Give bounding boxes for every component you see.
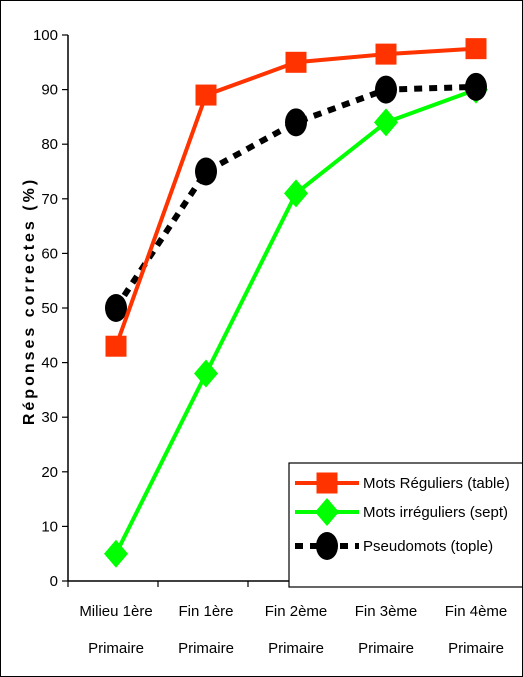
data-point bbox=[195, 158, 217, 186]
data-point bbox=[376, 44, 396, 64]
legend-swatch-marker bbox=[316, 532, 338, 560]
x-tick-label: Primaire bbox=[448, 640, 504, 657]
y-tick-label: 40 bbox=[41, 355, 58, 372]
y-tick-label: 80 bbox=[41, 136, 58, 153]
x-tick-label: Fin 1ère bbox=[178, 603, 233, 620]
legend: Mots Réguliers (table) Mots irréguliers (… bbox=[289, 463, 522, 587]
y-tick-label: 100 bbox=[33, 27, 58, 44]
data-point bbox=[196, 85, 216, 105]
data-point bbox=[286, 52, 306, 72]
x-tick-label: Primaire bbox=[358, 640, 414, 657]
legend-label: Mots Réguliers (table) bbox=[363, 475, 510, 492]
x-tick-label: Milieu 1ère bbox=[79, 603, 152, 620]
y-tick-label: 90 bbox=[41, 82, 58, 99]
legend-label: Mots irréguliers (sept) bbox=[363, 504, 508, 521]
x-tick-label: Fin 3ème bbox=[355, 603, 418, 620]
y-tick-label: 20 bbox=[41, 464, 58, 481]
data-point bbox=[104, 540, 128, 568]
x-tick-label: Fin 2ème bbox=[265, 603, 328, 620]
x-tick-label: Primaire bbox=[88, 640, 144, 657]
y-tick-label: 10 bbox=[41, 518, 58, 535]
data-point bbox=[105, 294, 127, 322]
data-point bbox=[466, 39, 486, 59]
x-tick-label: Primaire bbox=[268, 640, 324, 657]
y-tick-label: 70 bbox=[41, 191, 58, 208]
y-axis-label: Réponses correctes (%) bbox=[21, 177, 38, 425]
data-point bbox=[465, 73, 487, 101]
y-tick-label: 0 bbox=[50, 573, 58, 590]
data-point bbox=[374, 108, 398, 136]
y-tick-label: 50 bbox=[41, 300, 58, 317]
data-point bbox=[106, 336, 126, 356]
y-tick-label: 60 bbox=[41, 245, 58, 262]
x-tick-label: Primaire bbox=[178, 640, 234, 657]
y-tick-label: 30 bbox=[41, 409, 58, 426]
x-tick-label: Fin 4ème bbox=[445, 603, 508, 620]
data-point bbox=[375, 76, 397, 104]
data-point bbox=[285, 108, 307, 136]
legend-label: Pseudomots (tople) bbox=[363, 538, 493, 555]
legend-swatch-marker bbox=[317, 473, 337, 493]
data-point bbox=[284, 179, 308, 207]
data-point bbox=[194, 360, 218, 388]
